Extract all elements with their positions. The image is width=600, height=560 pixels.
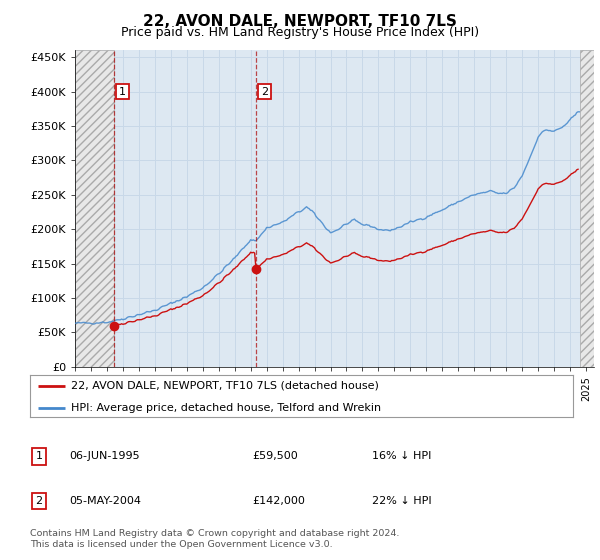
Bar — [580, 50, 594, 367]
Text: 1: 1 — [35, 451, 43, 461]
Text: 22, AVON DALE, NEWPORT, TF10 7LS (detached house): 22, AVON DALE, NEWPORT, TF10 7LS (detach… — [71, 381, 379, 391]
Text: Price paid vs. HM Land Registry's House Price Index (HPI): Price paid vs. HM Land Registry's House … — [121, 26, 479, 39]
Bar — [75, 50, 113, 367]
Text: 16% ↓ HPI: 16% ↓ HPI — [372, 451, 431, 461]
Text: £142,000: £142,000 — [252, 496, 305, 506]
Text: 06-JUN-1995: 06-JUN-1995 — [69, 451, 140, 461]
Text: 22, AVON DALE, NEWPORT, TF10 7LS: 22, AVON DALE, NEWPORT, TF10 7LS — [143, 14, 457, 29]
Text: 2: 2 — [261, 87, 268, 97]
Text: £59,500: £59,500 — [252, 451, 298, 461]
Text: 22% ↓ HPI: 22% ↓ HPI — [372, 496, 431, 506]
Text: 1: 1 — [119, 87, 126, 97]
Text: 2: 2 — [35, 496, 43, 506]
Text: 05-MAY-2004: 05-MAY-2004 — [69, 496, 141, 506]
Text: HPI: Average price, detached house, Telford and Wrekin: HPI: Average price, detached house, Telf… — [71, 403, 381, 413]
Text: Contains HM Land Registry data © Crown copyright and database right 2024.
This d: Contains HM Land Registry data © Crown c… — [30, 529, 400, 549]
